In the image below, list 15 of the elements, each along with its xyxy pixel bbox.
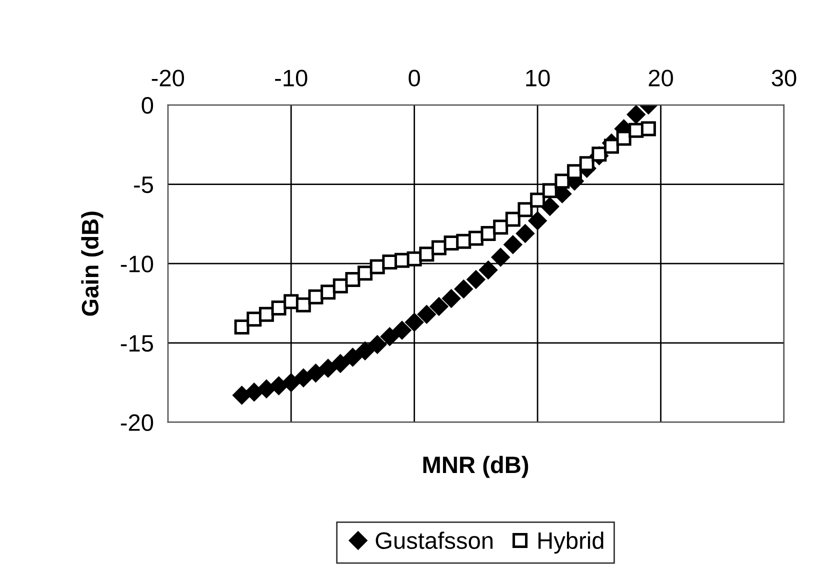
y-tick-label: 0 [142, 97, 154, 114]
y-tick-label: -20 [120, 414, 154, 432]
x-tick-label: 0 [408, 70, 420, 86]
y-tick-label: -15 [120, 335, 154, 352]
x-tick-label: 20 [648, 70, 673, 86]
x-axis-title: MNR (dB) [423, 456, 528, 478]
y-tick-label: -5 [134, 176, 154, 194]
legend-label: Hybrid [538, 532, 604, 554]
legend-label: Gustafsson [376, 532, 493, 549]
x-tick-label: 30 [772, 70, 796, 86]
x-tick-label: 10 [526, 70, 550, 86]
y-axis-title: Gain (dB) [81, 212, 104, 316]
x-tick-label: -10 [275, 70, 308, 86]
x-tick-label: -20 [152, 70, 184, 86]
y-tick-label: -10 [120, 256, 154, 272]
